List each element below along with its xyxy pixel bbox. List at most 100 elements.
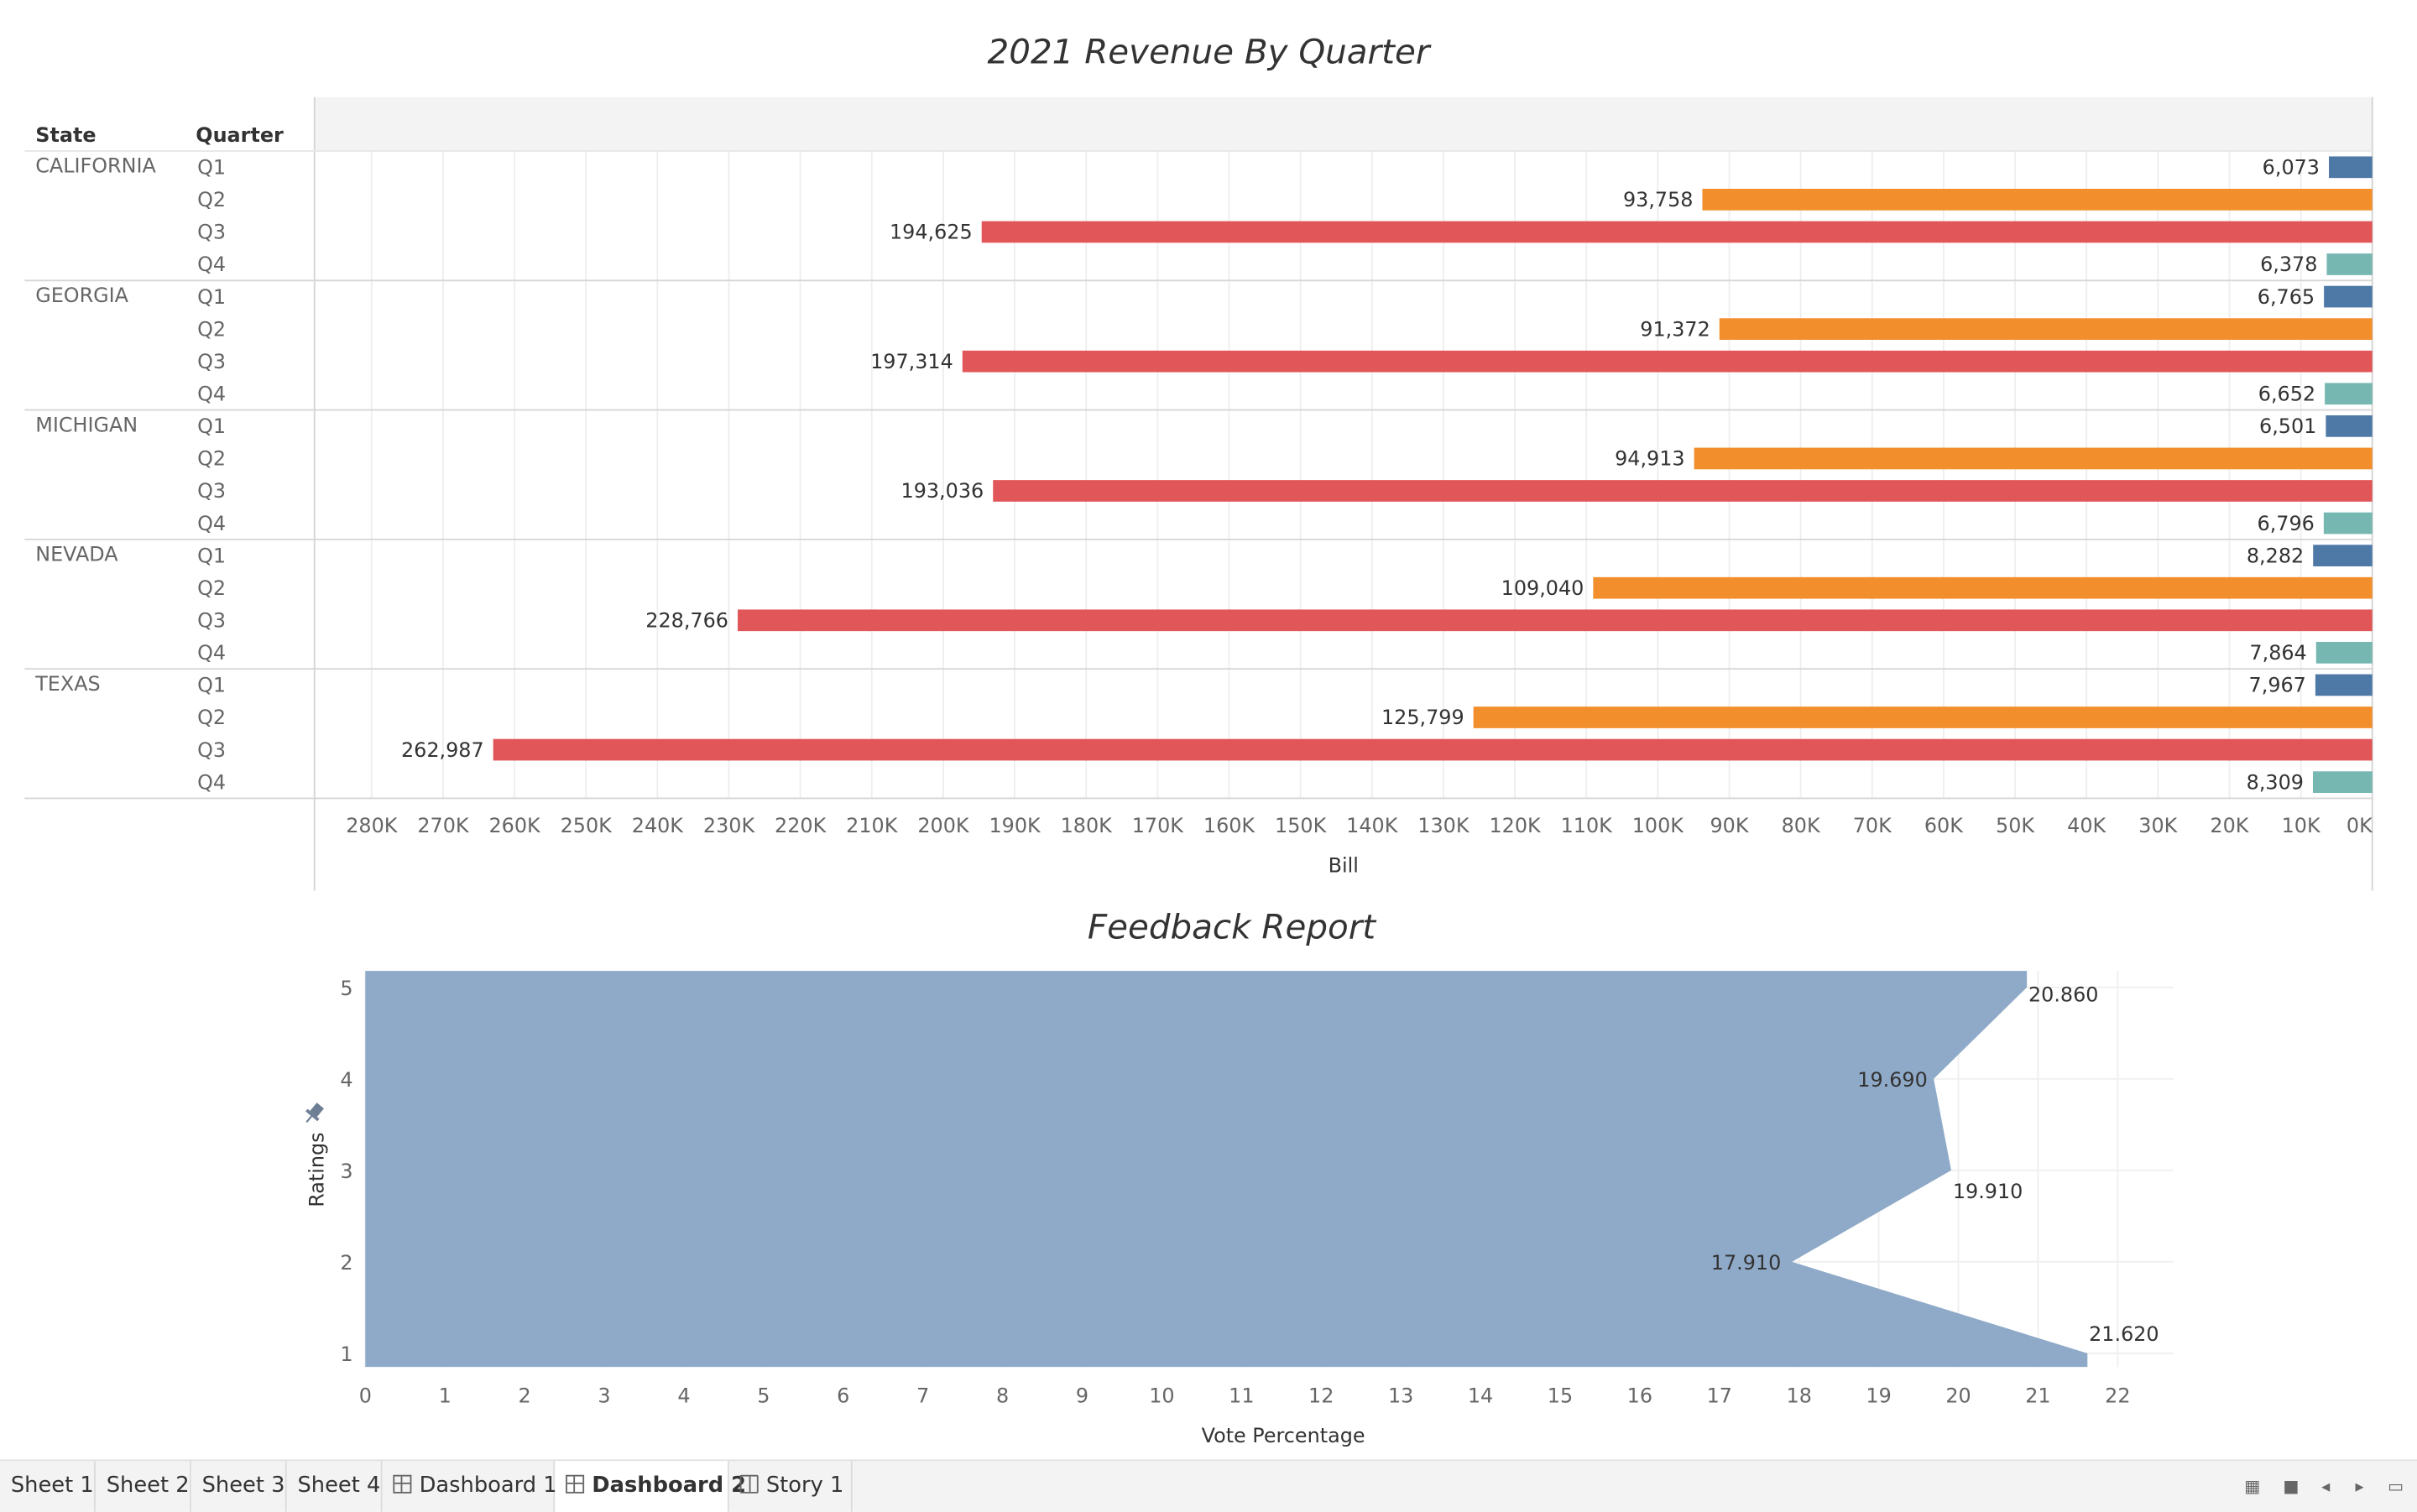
y-tick-label: 4 — [340, 1068, 352, 1092]
tab-label: Story 1 — [765, 1473, 844, 1499]
revenue-bar — [2329, 156, 2373, 179]
quarter-label: Q2 — [197, 576, 226, 600]
sheet-tab-sheet-4[interactable]: Sheet 4 — [287, 1461, 383, 1512]
area-value-label: 21.620 — [2089, 1322, 2159, 1346]
revenue-bar — [493, 738, 2373, 761]
sheet-tab-story-1[interactable]: Story 1 — [729, 1461, 853, 1512]
quarter-label: Q2 — [197, 188, 226, 211]
x-tick-label: 5 — [757, 1384, 770, 1407]
filmstrip-view-icon[interactable]: ■ — [2283, 1476, 2300, 1497]
x-tick-label: 4 — [677, 1384, 690, 1407]
y-tick-label: 5 — [340, 977, 352, 1000]
x-tick-label: 80K — [1782, 814, 1821, 837]
x-tick-label: 13 — [1388, 1384, 1413, 1407]
bar-value-label: 7,864 — [2249, 641, 2306, 665]
tab-label: Sheet 1 — [10, 1473, 94, 1499]
revenue-bar — [1719, 318, 2373, 341]
quarter-label: Q3 — [197, 350, 226, 373]
sheet-tab-dashboard-1[interactable]: Dashboard 1 — [383, 1461, 557, 1512]
area-value-label: 17.910 — [1711, 1251, 1781, 1275]
x-tick-label: 0 — [359, 1384, 372, 1407]
bar-value-label: 94,913 — [1615, 447, 1684, 471]
revenue-bar — [962, 350, 2373, 373]
quarter-label: Q1 — [197, 544, 226, 567]
bar-value-label: 6,765 — [2258, 285, 2315, 309]
quarter-label: Q4 — [197, 770, 226, 794]
x-tick-label: 150K — [1275, 814, 1328, 837]
pin-icon-base — [305, 1108, 320, 1122]
revenue-bar — [2315, 642, 2373, 664]
x-axis-title: Vote Percentage — [1202, 1424, 1365, 1447]
revenue-chart-title: 2021 Revenue By Quarter — [987, 34, 1430, 73]
y-axis-title: Ratings — [305, 1132, 329, 1207]
pin-icon-needle — [305, 1115, 312, 1124]
prev-sheet-icon[interactable]: ◂ — [2321, 1476, 2331, 1497]
x-tick-label: 100K — [1632, 814, 1685, 837]
dashboard-icon — [393, 1474, 412, 1494]
sheet-tab-sheet-1[interactable]: Sheet 1 — [0, 1461, 96, 1512]
x-tick-label: 230K — [703, 814, 756, 837]
story-icon — [739, 1474, 759, 1494]
x-tick-label: 70K — [1853, 814, 1892, 837]
quarter-label: Q1 — [197, 674, 226, 697]
bar-value-label: 8,309 — [2247, 770, 2304, 794]
x-tick-label: 210K — [846, 814, 899, 837]
x-tick-label: 0K — [2347, 814, 2373, 837]
bar-value-label: 262,987 — [401, 738, 484, 762]
quarter-label: Q4 — [197, 383, 226, 406]
tab-label: Dashboard 1 — [419, 1473, 557, 1499]
x-tick-label: 3 — [598, 1384, 610, 1407]
x-tick-label: 240K — [632, 814, 685, 837]
bar-value-label: 6,073 — [2263, 156, 2320, 180]
pin-icon-head — [310, 1103, 324, 1118]
area-value-label: 19.690 — [1857, 1068, 1928, 1092]
x-tick-label: 14 — [1468, 1384, 1493, 1407]
quarter-label: Q4 — [197, 641, 226, 665]
x-tick-label: 2 — [519, 1384, 531, 1407]
bar-value-label: 6,796 — [2258, 512, 2315, 535]
revenue-bar — [738, 609, 2373, 632]
state-label: CALIFORNIA — [35, 154, 156, 178]
next-sheet-icon[interactable]: ▸ — [2355, 1476, 2364, 1497]
x-axis-title: Bill — [1329, 854, 1359, 878]
tab-label: Dashboard 2 — [592, 1473, 746, 1499]
sheet-tab-sheet-2[interactable]: Sheet 2 — [96, 1461, 191, 1512]
bar-value-label: 6,501 — [2259, 414, 2316, 438]
x-tick-label: 22 — [2105, 1384, 2130, 1407]
x-tick-label: 40K — [2067, 814, 2106, 837]
revenue-bar — [1473, 706, 2373, 728]
x-tick-label: 50K — [1996, 814, 2035, 837]
revenue-bar — [2325, 383, 2373, 405]
sheet-tab-sheet-3[interactable]: Sheet 3 — [191, 1461, 287, 1512]
x-tick-label: 140K — [1346, 814, 1399, 837]
x-tick-label: 12 — [1308, 1384, 1334, 1407]
x-tick-label: 30K — [2138, 814, 2178, 837]
feedback-area — [365, 971, 2088, 1368]
x-tick-label: 6 — [837, 1384, 849, 1407]
presentation-mode-icon[interactable]: ▭ — [2388, 1476, 2404, 1497]
x-tick-label: 18 — [1787, 1384, 1812, 1407]
x-tick-label: 1 — [439, 1384, 452, 1407]
y-tick-label: 3 — [340, 1160, 352, 1183]
revenue-bar — [2313, 545, 2373, 567]
x-tick-label: 170K — [1132, 814, 1185, 837]
grid-view-icon[interactable]: ▦ — [2244, 1476, 2261, 1497]
sheet-tab-dashboard-2[interactable]: Dashboard 2 — [555, 1461, 746, 1512]
quarter-column-header: Quarter — [196, 124, 284, 149]
y-tick-label: 1 — [340, 1343, 352, 1366]
revenue-bar-chart: Q1 6,073 Q2 93,758 Q3 194,625 Q4 6,378 Q1 6,765 Q2… — [24, 96, 2373, 891]
x-tick-label: 11 — [1229, 1384, 1254, 1407]
plot-background — [365, 971, 2174, 1368]
x-tick-label: 260K — [488, 814, 541, 837]
quarter-label: Q2 — [197, 317, 226, 341]
quarter-label: Q1 — [197, 156, 226, 180]
state-label: MICHIGAN — [35, 413, 138, 436]
revenue-bar — [2312, 771, 2373, 794]
area-value-label: 20.860 — [2028, 983, 2098, 1006]
revenue-bar — [2324, 285, 2373, 308]
bar-value-label: 194,625 — [890, 221, 973, 244]
x-tick-label: 7 — [916, 1384, 929, 1407]
x-tick-label: 120K — [1489, 814, 1542, 837]
x-tick-label: 160K — [1203, 814, 1256, 837]
bar-value-label: 228,766 — [645, 609, 728, 633]
